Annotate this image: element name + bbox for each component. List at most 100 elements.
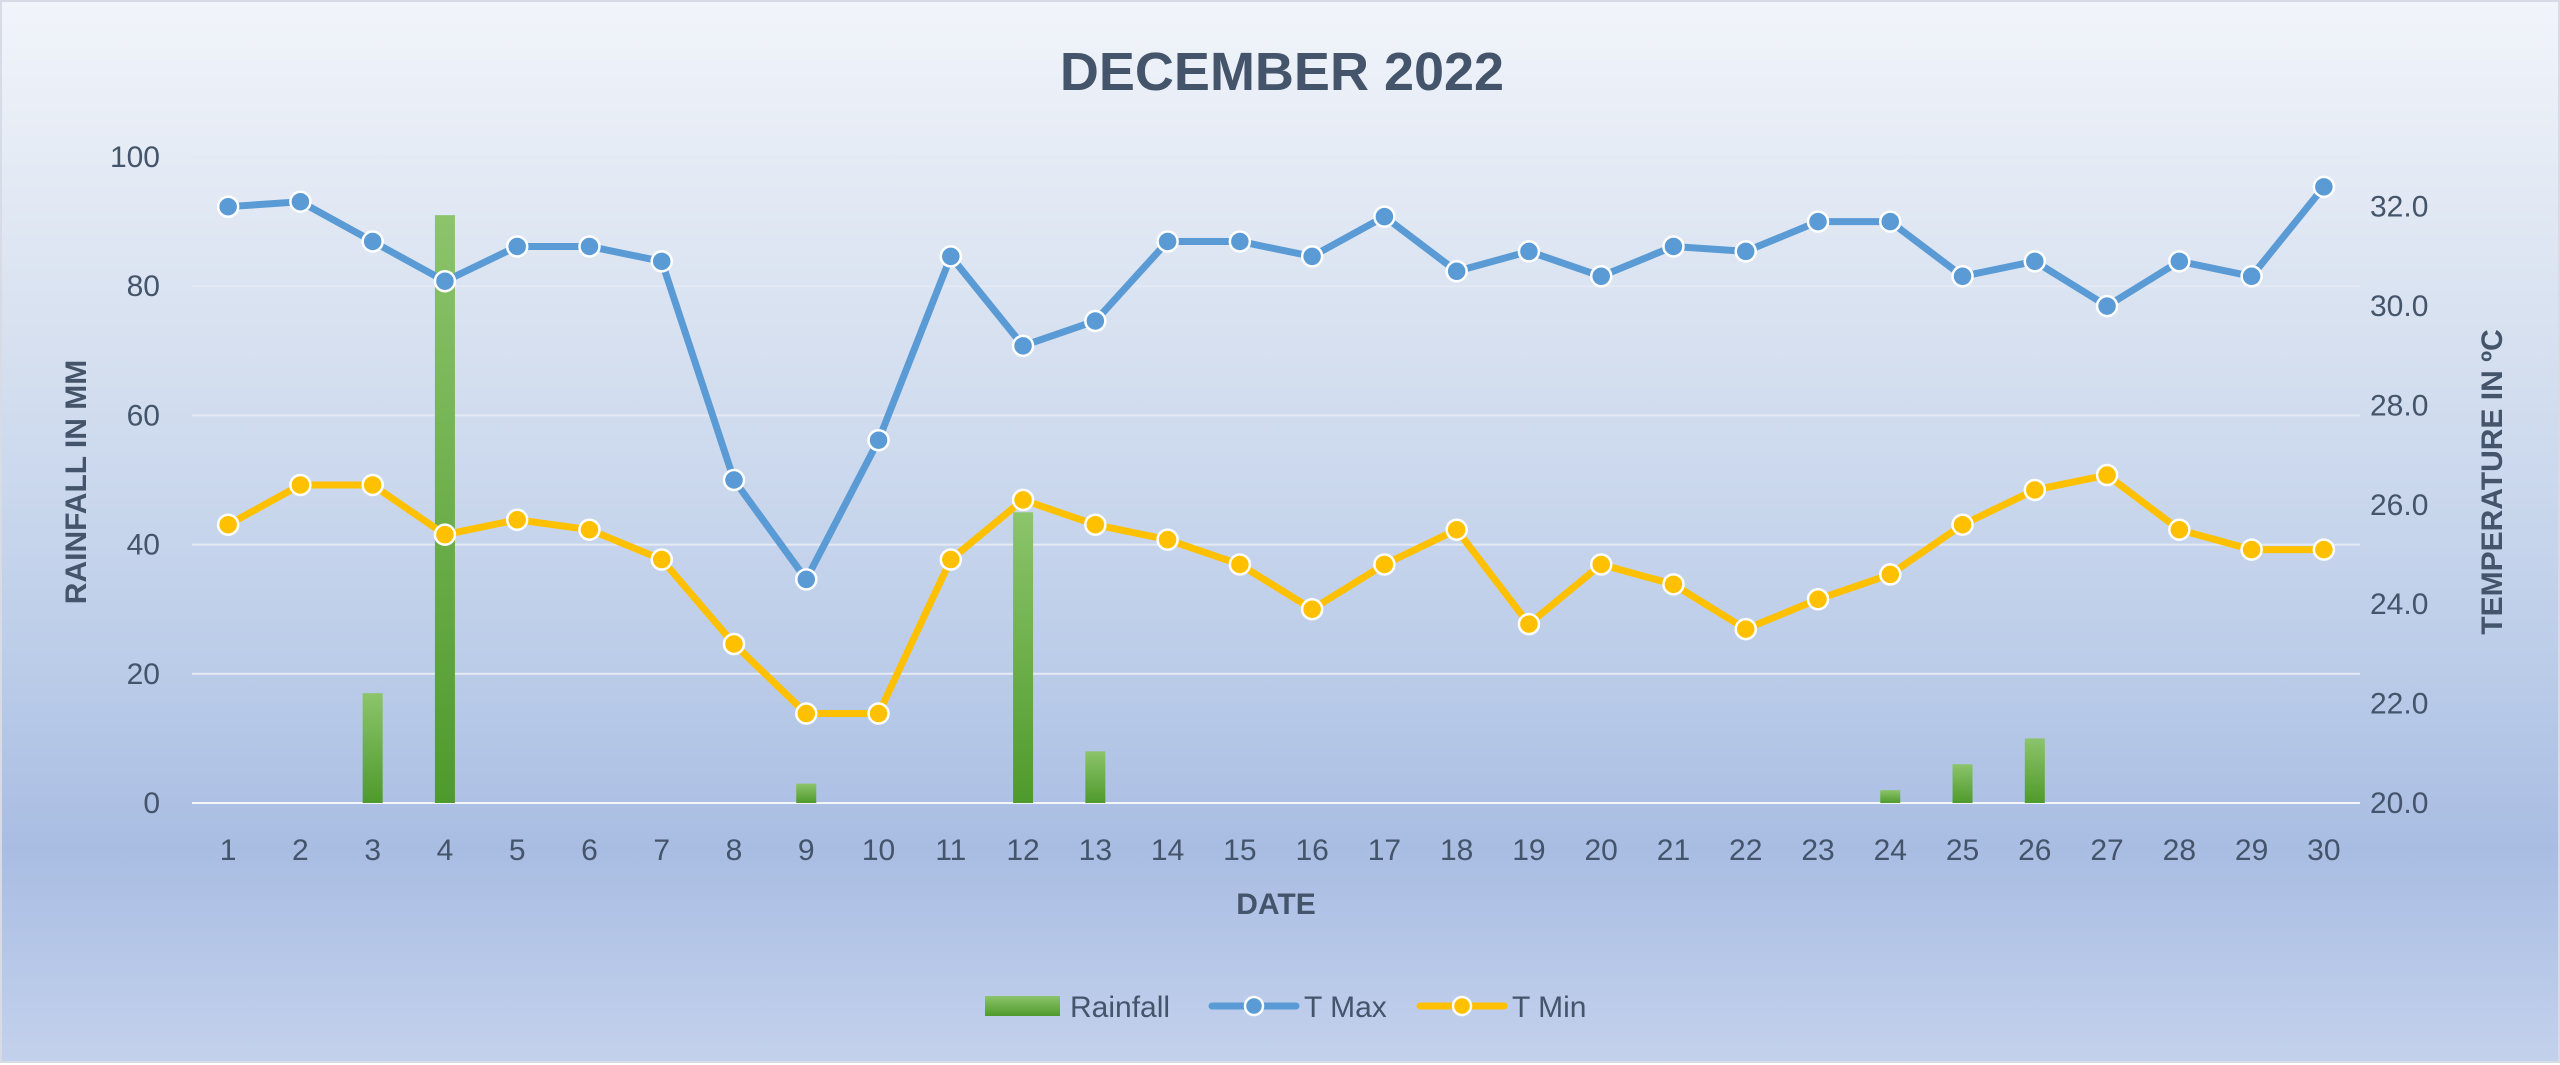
- t-min-marker: [1011, 488, 1035, 512]
- rainfall-bar: [1085, 751, 1106, 803]
- rainfall-bar: [1952, 764, 1973, 803]
- t-min-marker: [361, 473, 384, 497]
- t-max-marker: [1228, 230, 1252, 253]
- t-min-marker: [1879, 563, 1902, 586]
- t-max-marker: [867, 428, 890, 452]
- x-tick-label: 6: [581, 834, 598, 867]
- t-max-marker: [361, 230, 384, 253]
- t-max-line: [224, 183, 2328, 583]
- t-min-marker: [1951, 513, 1974, 536]
- rainfall-bar: [1013, 512, 1034, 803]
- t-min-marker: [650, 548, 673, 571]
- t-min-marker: [433, 523, 457, 546]
- t-max-marker: [2240, 265, 2263, 288]
- x-tick-label: 19: [1512, 834, 1545, 867]
- t-max-marker: [650, 250, 673, 273]
- x-tick-label: 13: [1079, 834, 1112, 867]
- x-tick-label: 12: [1006, 834, 1039, 867]
- rainfall-bars: [362, 215, 2045, 803]
- t-min-marker: [795, 702, 818, 725]
- x-tick-label: 4: [437, 834, 454, 867]
- t-max-marker: [1300, 245, 1324, 268]
- t-max-marker: [2168, 250, 2191, 273]
- y-tick-label: 60: [127, 399, 160, 432]
- t-max-marker: [2312, 175, 2336, 199]
- legend: Rainfall T Max T Min: [985, 991, 1586, 1024]
- t-min-marker: [2095, 463, 2119, 487]
- t-min-marker: [722, 632, 746, 656]
- t-max-marker: [1156, 230, 1179, 253]
- t-max-marker: [289, 190, 312, 213]
- t-min-marker: [939, 548, 963, 571]
- t-max-marker: [1445, 260, 1468, 283]
- t-min-marker: [505, 508, 529, 532]
- t-min-marker: [1806, 588, 1830, 611]
- legend-t-max-label: T Max: [1304, 991, 1387, 1024]
- x-tick-label: 23: [1801, 834, 1834, 867]
- y2-tick-label: 30.0: [2370, 290, 2428, 323]
- x-tick-label: 16: [1295, 834, 1328, 867]
- t-min-marker: [1445, 518, 1468, 541]
- t-max-marker: [1084, 309, 1107, 333]
- rainfall-bar: [2024, 738, 2045, 803]
- t-min-marker: [578, 518, 601, 541]
- x-tick-label: 3: [364, 834, 381, 867]
- t-min-marker: [289, 473, 312, 497]
- t-max-marker: [2023, 250, 2047, 273]
- t-max-marker: [1951, 265, 1974, 288]
- x-tick-label: 29: [2235, 834, 2268, 867]
- y-tick-label: 100: [110, 141, 160, 174]
- t-max-marker: [1011, 334, 1035, 358]
- x-tick-label: 30: [2307, 834, 2340, 867]
- t-min-marker: [1228, 553, 1252, 576]
- x-tick-label: 27: [2090, 834, 2123, 867]
- x-tick-label: 26: [2018, 834, 2051, 867]
- y2-tick-label: 32.0: [2370, 191, 2428, 224]
- left-axis-ticks: 0 20 40 60 80 100: [110, 141, 160, 820]
- t-max-marker: [1806, 210, 1830, 233]
- t-max-marker: [1879, 210, 1902, 233]
- x-tick-label: 18: [1440, 834, 1473, 867]
- t-min-line: [224, 471, 2328, 718]
- y2-tick-label: 20.0: [2370, 787, 2428, 820]
- x-tick-label: 7: [653, 834, 670, 867]
- legend-t-max-marker: [1243, 995, 1265, 1017]
- t-max-marker: [939, 245, 963, 268]
- t-max-marker: [2095, 294, 2119, 318]
- legend-rainfall-label: Rainfall: [1070, 991, 1170, 1024]
- t-min-marker: [1662, 573, 1685, 596]
- t-min-marker: [2312, 538, 2336, 561]
- x-tick-label: 28: [2163, 834, 2196, 867]
- t-min-marker: [1373, 553, 1396, 576]
- t-min-marker: [1156, 528, 1179, 551]
- t-max-marker: [795, 568, 818, 591]
- x-tick-label: 20: [1585, 834, 1618, 867]
- x-tick-label: 1: [220, 834, 237, 867]
- t-min-marker: [1517, 612, 1541, 636]
- t-max-marker: [1734, 240, 1757, 263]
- rainfall-bar: [1880, 790, 1901, 803]
- y-tick-label: 0: [143, 787, 160, 820]
- y2-tick-label: 26.0: [2370, 489, 2428, 522]
- x-tick-label: 17: [1368, 834, 1401, 867]
- x-tick-label: 10: [862, 834, 895, 867]
- x-axis-title: DATE: [1236, 888, 1315, 921]
- temperature-lines: [216, 175, 2336, 725]
- y2-tick-label: 28.0: [2370, 389, 2428, 422]
- legend-t-min-marker: [1451, 995, 1473, 1017]
- rainfall-bar: [362, 693, 383, 803]
- y-tick-label: 40: [127, 529, 160, 562]
- y-axis-title: RAINFALL IN MM: [60, 360, 93, 604]
- x-tick-label: 5: [509, 834, 526, 867]
- t-max-marker: [578, 235, 601, 258]
- chart-title: DECEMBER 2022: [1060, 42, 1504, 102]
- x-tick-label: 25: [1946, 834, 1979, 867]
- t-min-marker: [2240, 538, 2263, 561]
- x-tick-label: 15: [1223, 834, 1256, 867]
- y-tick-label: 80: [127, 270, 160, 303]
- x-tick-label: 21: [1657, 834, 1690, 867]
- t-min-marker: [1084, 513, 1107, 536]
- t-max-marker: [433, 269, 457, 293]
